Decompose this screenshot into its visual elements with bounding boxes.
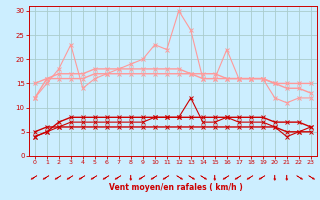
Text: Vent moyen/en rafales ( km/h ): Vent moyen/en rafales ( km/h ) <box>109 183 243 192</box>
